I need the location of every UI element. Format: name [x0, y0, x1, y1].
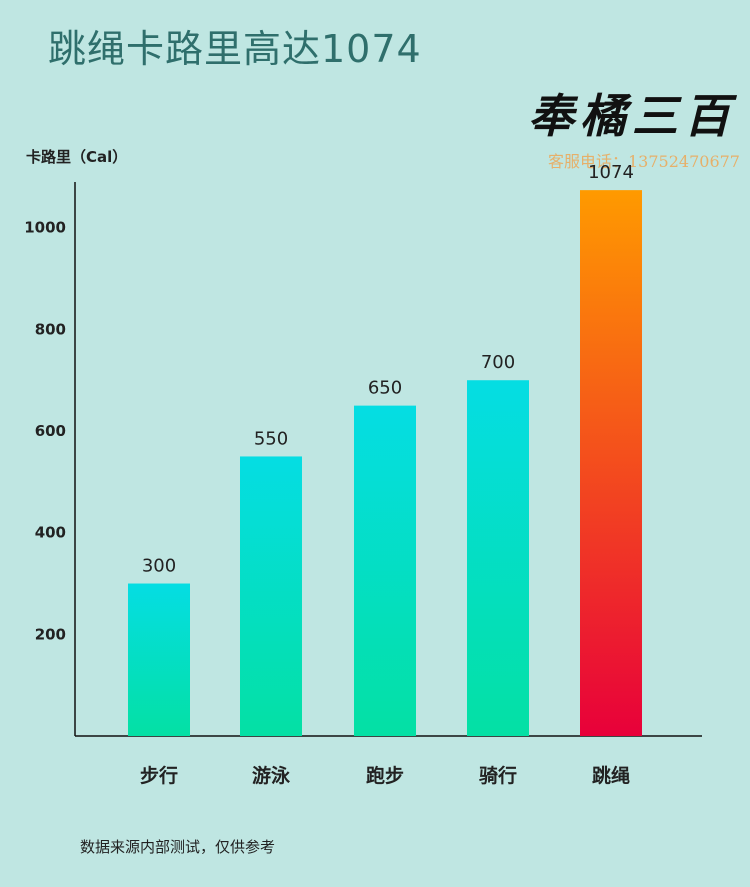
bar-4 [580, 190, 642, 737]
bar-3 [467, 380, 529, 736]
contact-phone: 客服电话：13752470677 [548, 152, 740, 171]
brand-logo: 奉橘三百 [528, 89, 736, 143]
y-tick-label: 1000 [24, 219, 66, 237]
x-tick-label: 骑行 [479, 764, 517, 787]
x-tick-label: 步行 [140, 764, 178, 787]
x-tick-label: 跑步 [366, 764, 404, 787]
x-tick-label: 跳绳 [592, 764, 630, 787]
x-tick-label: 游泳 [252, 764, 291, 787]
y-tick-label: 800 [35, 320, 66, 338]
bar-2 [354, 405, 416, 736]
y-tick-label: 600 [35, 422, 66, 440]
source-footnote: 数据来源内部测试，仅供参考 [80, 838, 276, 856]
bar-0 [128, 583, 190, 736]
bar-1 [240, 456, 302, 736]
y-axis-label: 卡路里（Cal） [26, 148, 127, 166]
chart-title: 跳绳卡路里高达1074 [48, 27, 422, 71]
bar-value-label: 550 [254, 428, 288, 449]
bar-value-label: 700 [481, 352, 515, 373]
bar-value-label: 300 [142, 556, 176, 577]
bar-value-label: 1074 [588, 162, 634, 183]
y-tick-label: 400 [35, 524, 66, 542]
bar-value-label: 650 [368, 378, 402, 399]
y-tick-label: 200 [35, 625, 66, 643]
